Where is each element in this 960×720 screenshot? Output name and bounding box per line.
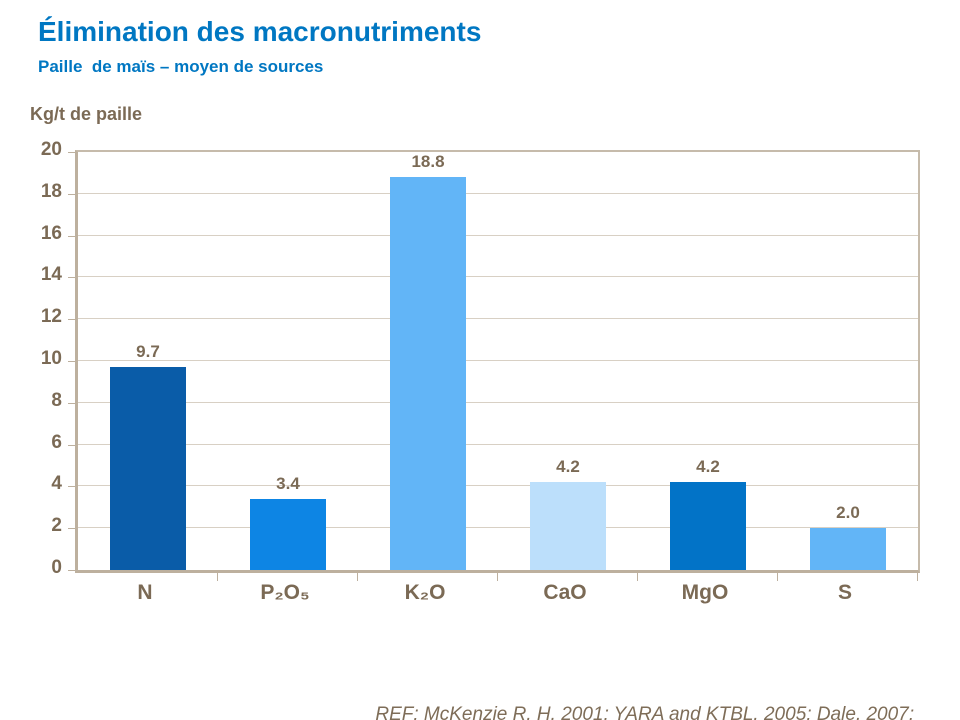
x-axis-label: N: [137, 581, 153, 604]
bar-value-label: 9.7: [136, 342, 160, 362]
bars-row: 9.7 3.4 18.8 4.2 4.2 2.0: [78, 152, 918, 570]
x-axis-label: S: [837, 581, 852, 604]
bar-category: 3.4: [218, 152, 358, 570]
y-axis-tick: [68, 193, 78, 195]
bar-category: 2.0: [778, 152, 918, 570]
x-axis-label: MgO: [681, 581, 729, 604]
bar-category: 9.7: [78, 152, 218, 570]
y-axis-tick-label: 8: [51, 389, 62, 411]
y-axis-tick: [68, 319, 78, 321]
y-axis-tick-label: 10: [40, 348, 62, 369]
y-axis-tick: [68, 235, 78, 237]
x-axis-label: P₂O₅: [260, 581, 310, 604]
bar-value-label: 18.8: [411, 152, 445, 172]
bar: [810, 528, 886, 570]
y-axis-tick-label: 20: [40, 139, 62, 160]
y-axis-tick-label: 18: [40, 180, 62, 202]
bar-value-label: 4.2: [556, 457, 580, 477]
bar: [670, 482, 746, 570]
x-axis-tick: [357, 573, 358, 581]
x-axis-labels: N P₂O₅ K₂O CaO MgO S: [75, 581, 915, 605]
y-axis-tick-label: 2: [51, 515, 62, 537]
bar: [110, 367, 186, 570]
y-axis-tick: [68, 570, 78, 571]
y-axis-tick: [68, 444, 78, 446]
y-axis-tick-labels: 0 2 4 6 8 10 12 14 16 18 20: [0, 140, 62, 578]
plot-area: 9.7 3.4 18.8 4.2 4.2 2.0: [68, 150, 920, 581]
bar-value-label: 4.2: [696, 457, 720, 477]
reference-line-1: REF: McKenzie R. H. 2001; YARA and KTBL.…: [375, 704, 914, 720]
y-axis-tick: [68, 152, 78, 153]
y-axis-tick: [68, 528, 78, 530]
bar-category: 4.2: [498, 152, 638, 570]
x-axis-tick: [637, 573, 638, 581]
x-axis-tick: [777, 573, 778, 581]
bar: [250, 498, 326, 570]
gridline: [78, 192, 918, 194]
gridline: [78, 234, 918, 236]
x-axis-tick: [497, 573, 498, 581]
x-axis-label: CaO: [543, 581, 587, 604]
bar-category: 4.2: [638, 152, 778, 570]
gridline: [78, 401, 918, 403]
y-axis-tick-label: 12: [40, 306, 62, 328]
bar-value-label: 2.0: [836, 503, 860, 523]
page-subtitle: Paille de maïs – moyen de sources: [38, 57, 324, 76]
x-axis-tick: [217, 573, 218, 581]
gridline: [78, 527, 918, 529]
reference-text: REF: McKenzie R. H. 2001; YARA and KTBL.…: [154, 652, 914, 720]
x-axis-tick: [917, 573, 918, 581]
gridline: [78, 360, 918, 361]
y-axis-unit-label: Kg/t de paille: [30, 104, 143, 124]
gridline: [78, 318, 918, 320]
y-axis-tick-label: 6: [51, 431, 62, 453]
y-axis-tick-label: 16: [40, 222, 62, 244]
bar-category: 18.8: [358, 152, 498, 570]
x-axis-label: K₂O: [404, 581, 446, 604]
y-axis-tick: [68, 361, 78, 362]
y-axis-tick-label: 14: [40, 264, 62, 286]
y-axis-tick-label: 4: [51, 473, 62, 495]
bar-value-label: 3.4: [276, 473, 300, 493]
gridline: [78, 443, 918, 445]
y-axis-tick-label: 0: [51, 557, 62, 578]
page-title: Élimination des macronutriments: [38, 16, 482, 47]
gridline: [78, 485, 918, 487]
y-axis-tick: [68, 402, 78, 404]
bar: [390, 177, 466, 570]
gridline: [78, 276, 918, 278]
y-axis-tick: [68, 486, 78, 488]
bar: [530, 482, 606, 570]
y-axis-tick: [68, 277, 78, 279]
